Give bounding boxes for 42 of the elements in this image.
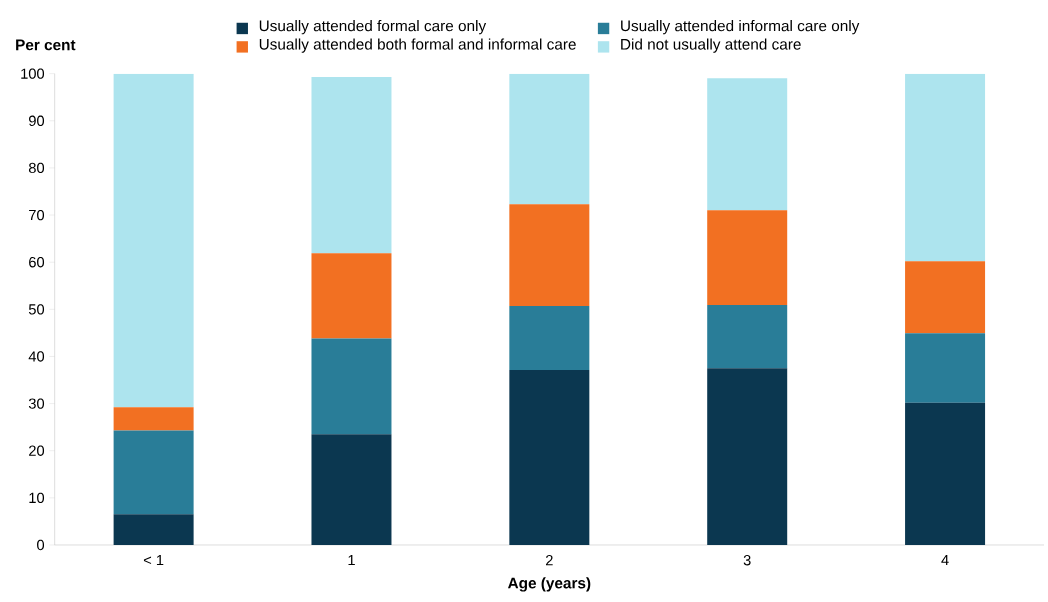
bar [311, 338, 392, 435]
bar [905, 261, 986, 334]
x-tick-label: 2 [545, 555, 553, 566]
x-tick-label: 3 [743, 555, 751, 566]
bar [905, 333, 986, 403]
y-tick-label: 0 [37, 539, 45, 551]
bar [707, 78, 788, 211]
y-axis-title: Per cent [16, 39, 76, 51]
bar [707, 305, 788, 369]
y-tick-label: 60 [29, 257, 45, 268]
y-tick-label: 30 [28, 398, 45, 409]
bar [113, 407, 194, 431]
bar [905, 402, 986, 545]
bar [113, 430, 194, 515]
legend-label: Usually attended informal care only [621, 20, 860, 35]
bar [113, 73, 194, 408]
bar [311, 76, 392, 254]
bar [509, 73, 590, 205]
bar [311, 253, 392, 339]
legend-label: Usually attended both formal and informal care [259, 38, 576, 53]
y-tick-label: 90 [29, 115, 45, 126]
y-tick-label: 100 [21, 68, 45, 79]
bar [707, 210, 788, 306]
y-tick-label: 80 [28, 162, 45, 174]
bar [113, 514, 194, 545]
bar [311, 434, 392, 545]
bar [707, 368, 788, 545]
y-tick-label: 50 [28, 304, 45, 315]
bar [905, 73, 986, 262]
bar [509, 370, 590, 545]
x-axis-title: Age (years) [507, 577, 591, 592]
y-tick-label: 40 [28, 351, 45, 362]
bar [509, 306, 590, 371]
x-tick-label: 4 [941, 555, 949, 566]
y-tick-label: 70 [29, 209, 45, 221]
legend-label: Did not usually attend care [621, 38, 801, 53]
legend-label: Usually attended formal care only [259, 20, 487, 35]
bar [509, 204, 590, 307]
x-tick-label: 1 [348, 555, 355, 566]
x-tick-label: < 1 [143, 555, 164, 566]
y-tick-label: 20 [29, 445, 45, 456]
y-tick-label: 10 [29, 492, 45, 504]
